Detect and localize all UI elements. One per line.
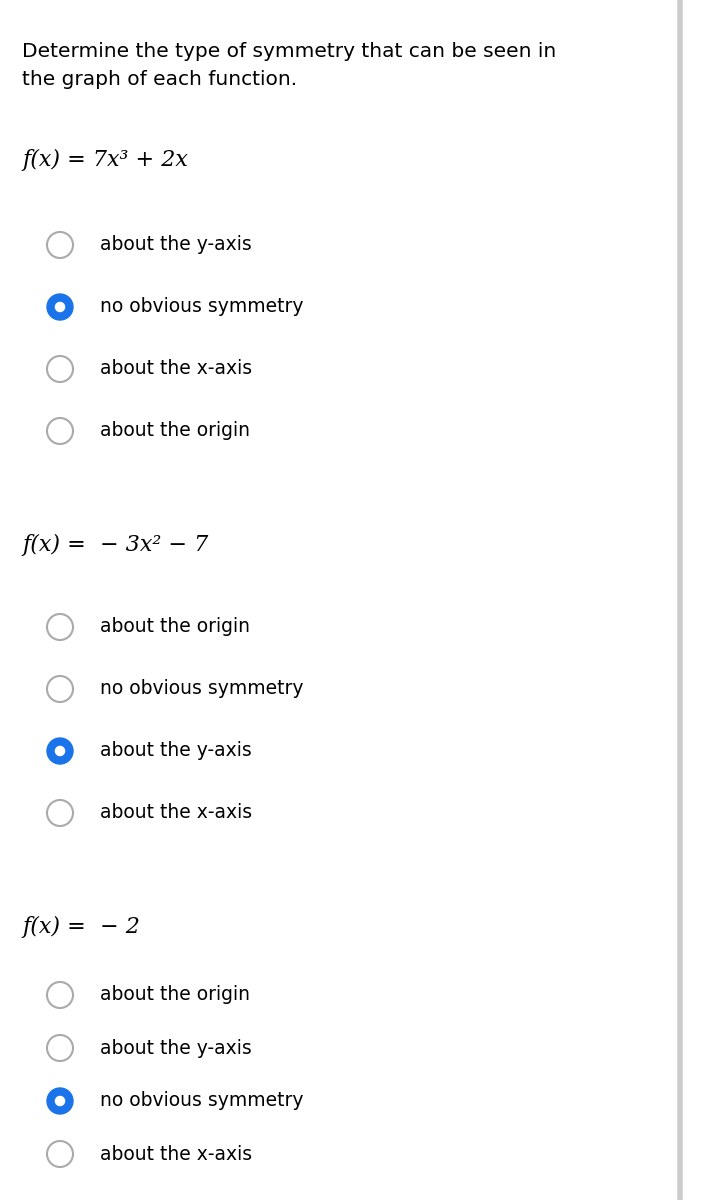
Text: no obvious symmetry: no obvious symmetry bbox=[100, 1092, 304, 1110]
Circle shape bbox=[47, 418, 73, 444]
Text: no obvious symmetry: no obvious symmetry bbox=[100, 298, 304, 317]
Text: f(x) = 7x³ + 2x: f(x) = 7x³ + 2x bbox=[22, 149, 188, 172]
Text: f(x) =  − 3x² − 7: f(x) = − 3x² − 7 bbox=[22, 534, 208, 556]
Circle shape bbox=[47, 1034, 73, 1061]
Circle shape bbox=[47, 800, 73, 826]
Text: about the y-axis: about the y-axis bbox=[100, 742, 252, 761]
Text: about the origin: about the origin bbox=[100, 618, 250, 636]
Circle shape bbox=[47, 614, 73, 640]
Circle shape bbox=[55, 746, 64, 756]
Text: about the origin: about the origin bbox=[100, 985, 250, 1004]
Circle shape bbox=[47, 294, 73, 320]
Text: no obvious symmetry: no obvious symmetry bbox=[100, 679, 304, 698]
Circle shape bbox=[47, 356, 73, 382]
Circle shape bbox=[47, 676, 73, 702]
Text: about the x-axis: about the x-axis bbox=[100, 1145, 252, 1164]
Text: about the x-axis: about the x-axis bbox=[100, 804, 252, 822]
Circle shape bbox=[47, 232, 73, 258]
Text: Determine the type of symmetry that can be seen in
the graph of each function.: Determine the type of symmetry that can … bbox=[22, 42, 556, 89]
Circle shape bbox=[55, 302, 64, 312]
Circle shape bbox=[55, 1097, 64, 1105]
Circle shape bbox=[47, 1088, 73, 1114]
Circle shape bbox=[47, 738, 73, 764]
Text: about the origin: about the origin bbox=[100, 421, 250, 440]
Circle shape bbox=[47, 982, 73, 1008]
Text: f(x) =  − 2: f(x) = − 2 bbox=[22, 916, 140, 938]
Text: about the y-axis: about the y-axis bbox=[100, 1038, 252, 1057]
Text: about the x-axis: about the x-axis bbox=[100, 360, 252, 378]
Circle shape bbox=[47, 1141, 73, 1166]
Text: about the y-axis: about the y-axis bbox=[100, 235, 252, 254]
